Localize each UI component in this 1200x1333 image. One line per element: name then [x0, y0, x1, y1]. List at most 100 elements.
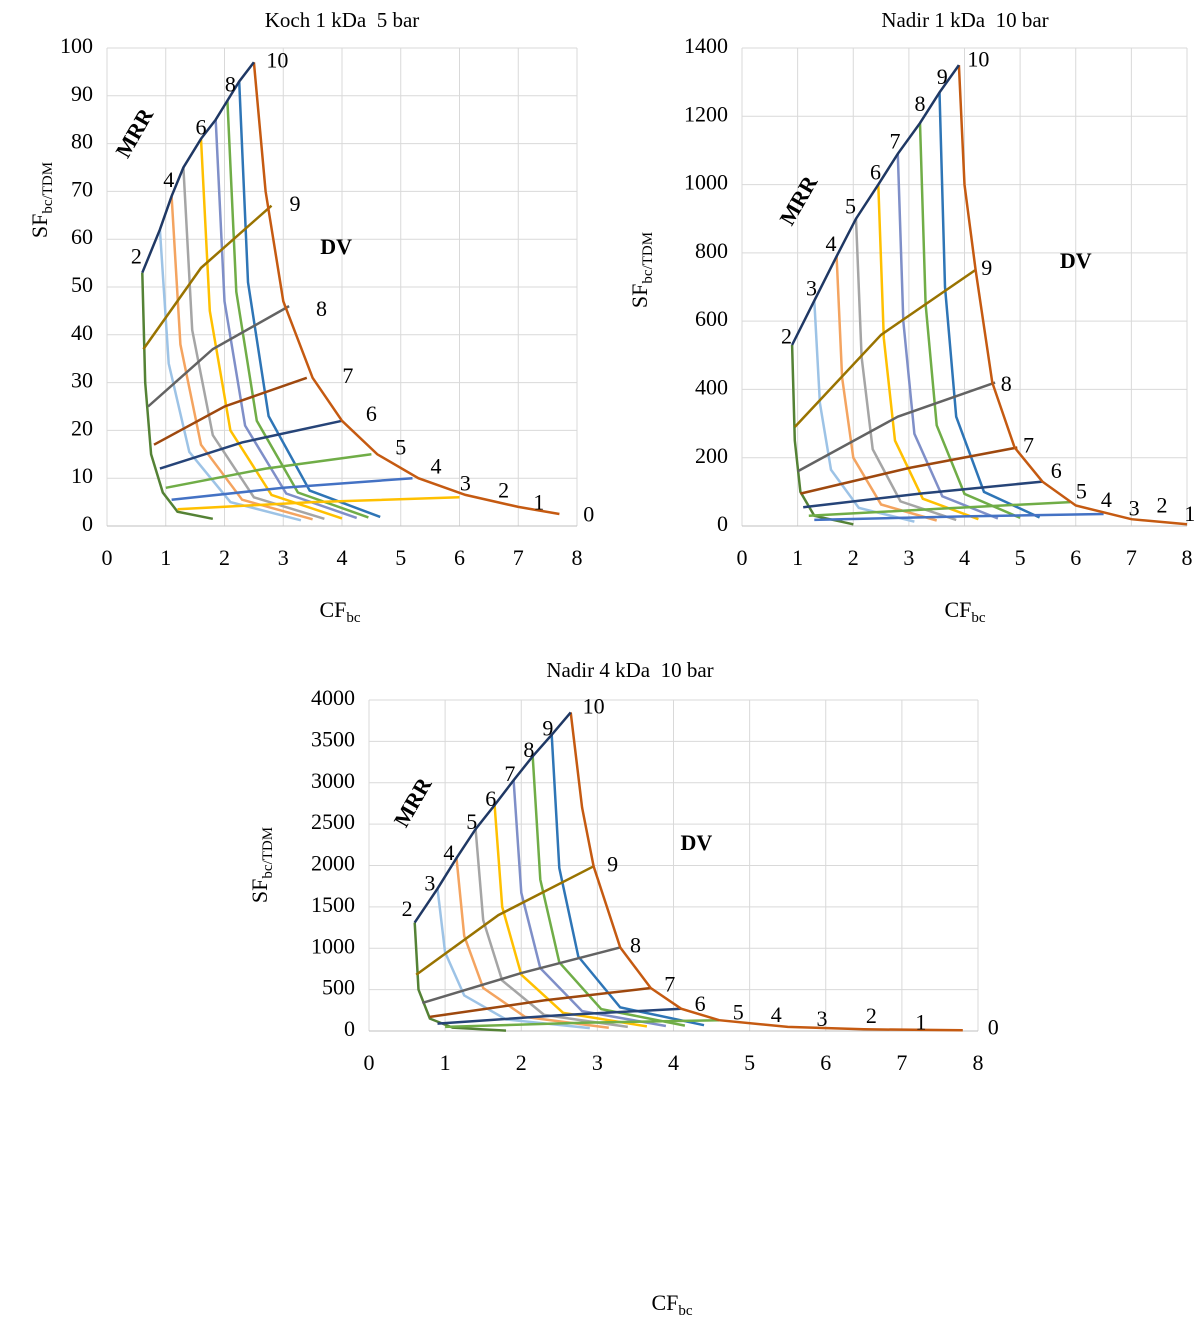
annotation: 8 [523, 737, 534, 762]
annotation: 3 [424, 870, 435, 895]
annotation: 2 [1156, 492, 1167, 517]
curve [445, 1018, 720, 1029]
annotation: 7 [664, 971, 675, 996]
annotation: 2 [781, 323, 792, 348]
x-tick-label: 8 [572, 545, 583, 570]
annotation: 4 [771, 1002, 782, 1027]
annotation: 5 [733, 999, 744, 1024]
y-tick-label: 800 [695, 238, 728, 263]
x-tick-label: 7 [1126, 545, 1137, 570]
y-tick-label: 60 [71, 224, 93, 249]
annotation: DV [680, 830, 712, 855]
curve [569, 712, 963, 1032]
y-tick-label: 400 [695, 374, 728, 399]
y-tick-label: 80 [71, 129, 93, 154]
y-tick-label: 30 [71, 368, 93, 393]
x-tick-label: 8 [1182, 545, 1193, 570]
annotation: 8 [225, 71, 236, 96]
curve [877, 184, 979, 521]
curve [141, 272, 214, 521]
y-tick-label: 2000 [311, 851, 355, 876]
x-axis-label: CFbc [651, 1290, 692, 1319]
annotation: 0 [583, 501, 594, 526]
annotation: 6 [366, 401, 377, 426]
annotation: 3 [816, 1006, 827, 1031]
x-axis-label-sub: bc [346, 610, 361, 626]
y-tick-label: 500 [322, 975, 355, 1000]
y-axis-label-main: SF [247, 879, 272, 903]
curve [918, 123, 1021, 519]
curve [429, 986, 651, 1019]
curve [550, 734, 705, 1027]
curve [436, 888, 590, 1030]
x-tick-label: 0 [737, 545, 748, 570]
curve [808, 500, 1071, 518]
x-tick-label: 4 [959, 545, 970, 570]
curve [957, 65, 1188, 526]
chart-title: Nadir 4 kDa 10 bar [546, 658, 713, 682]
annotation: MRR [110, 103, 158, 162]
x-tick-label: 5 [1015, 545, 1026, 570]
x-axis-label-sub: bc [971, 610, 986, 626]
y-tick-label: 4000 [311, 685, 355, 710]
annotation: 8 [1001, 371, 1012, 396]
y-tick-label: 50 [71, 272, 93, 297]
x-tick-label: 2 [848, 545, 859, 570]
annotation: 6 [196, 114, 207, 139]
y-axis-label: SFbc/TDM [27, 162, 56, 238]
curve [797, 381, 996, 473]
x-tick-label: 1 [160, 545, 171, 570]
annotation: 6 [485, 786, 496, 811]
annotation: 7 [889, 129, 900, 154]
y-tick-label: 100 [60, 33, 93, 58]
curve [813, 300, 915, 523]
y-tick-label: 10 [71, 463, 93, 488]
curve [153, 376, 308, 446]
curve [237, 81, 381, 519]
y-tick-label: 1500 [311, 892, 355, 917]
x-tick-label: 5 [744, 1050, 755, 1075]
annotation: 6 [1051, 458, 1062, 483]
annotation: 2 [866, 1003, 877, 1028]
curve [147, 305, 290, 408]
annotation: 3 [1129, 496, 1140, 521]
curve [790, 64, 960, 346]
y-tick-label: 3000 [311, 768, 355, 793]
annotation: 5 [1076, 479, 1087, 504]
curve [159, 419, 343, 470]
chart-title: Nadir 1 kDa 10 bar [881, 8, 1048, 32]
curve [177, 496, 460, 511]
y-tick-label: 0 [82, 511, 93, 536]
curve [413, 711, 572, 924]
curve [896, 153, 999, 520]
annotation: 2 [402, 896, 413, 921]
annotation: 2 [131, 243, 142, 268]
annotation: 2 [498, 478, 509, 503]
curve [252, 62, 560, 516]
curve [226, 100, 369, 519]
annotation: 10 [266, 47, 288, 72]
annotation: 5 [466, 809, 477, 834]
annotation: 9 [607, 851, 618, 876]
x-tick-label: 4 [668, 1050, 679, 1075]
annotation: 1 [915, 1009, 926, 1034]
annotation: 9 [937, 64, 948, 89]
annotation: 1 [533, 490, 544, 515]
y-tick-label: 40 [71, 320, 93, 345]
x-axis-label-sub: bc [678, 1303, 693, 1319]
annotation: 4 [443, 840, 454, 865]
annotation: 0 [988, 1014, 999, 1039]
y-tick-label: 20 [71, 415, 93, 440]
annotation: 7 [1023, 433, 1034, 458]
y-tick-label: 2500 [311, 809, 355, 834]
x-tick-label: 1 [440, 1050, 451, 1075]
curve [474, 828, 628, 1029]
curve [793, 268, 977, 428]
x-axis-label: CFbc [944, 597, 985, 626]
x-tick-label: 2 [516, 1050, 527, 1075]
x-tick-label: 4 [337, 545, 348, 570]
x-axis-label-main: CF [944, 597, 971, 622]
annotation: 4 [431, 454, 442, 479]
